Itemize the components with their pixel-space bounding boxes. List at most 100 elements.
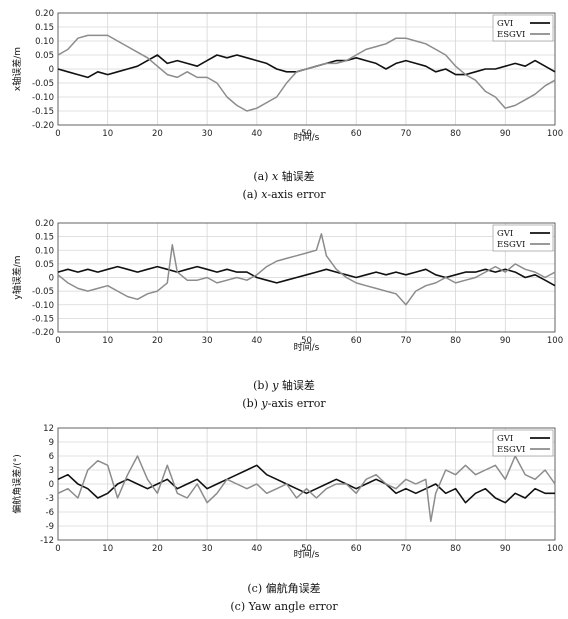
caption-var: y — [261, 397, 268, 410]
x-tick-label: 50 — [301, 336, 312, 346]
series-line-gvi — [57, 464, 555, 504]
x-tick-label: 10 — [102, 544, 113, 554]
y-tick-label: 0 — [49, 65, 54, 75]
y-tick-label: 0.05 — [35, 51, 54, 61]
y-tick-label: 0.20 — [35, 9, 54, 19]
y-tick-label: 6 — [49, 452, 54, 462]
x-tick-label: 90 — [500, 129, 511, 139]
caption-prefix: (b) — [242, 397, 262, 410]
y-tick-label: 0.15 — [35, 23, 54, 33]
y-tick-label: -0.20 — [32, 328, 54, 338]
x-tick-label: 30 — [202, 336, 213, 346]
legend-label: GVI — [497, 19, 513, 29]
y-axis-label: y轴误差/m — [11, 255, 23, 299]
y-tick-label: 12 — [43, 424, 54, 434]
x-tick-label: 0 — [55, 544, 60, 554]
y-tick-label: 0.15 — [35, 233, 54, 243]
y-tick-label: -3 — [46, 494, 54, 504]
caption-prefix: (a) — [253, 170, 272, 183]
x-tick-label: 30 — [202, 129, 213, 139]
y-tick-label: 0.20 — [35, 219, 54, 229]
y-tick-label: 0 — [49, 274, 54, 284]
x-tick-label: 30 — [202, 544, 213, 554]
caption-prefix: (c) — [230, 600, 249, 613]
y-tick-label: -0.15 — [32, 107, 54, 117]
y-tick-label: 3 — [49, 466, 54, 476]
x-tick-label: 50 — [301, 129, 312, 139]
x-tick-label: 60 — [351, 129, 362, 139]
legend-label: ESGVI — [497, 240, 525, 250]
caption-suffix: 偏航角误差 — [265, 582, 321, 595]
y-tick-label: 9 — [49, 438, 54, 448]
caption-suffix: Yaw angle error — [248, 600, 338, 613]
caption-suffix: 轴误差 — [278, 170, 315, 183]
x-axis-label: 时间/s — [294, 548, 320, 560]
x-tick-label: 20 — [152, 336, 163, 346]
x-axis-label: 时间/s — [294, 341, 320, 353]
chart-y-axis-error: 0.200.150.100.050-0.05-0.10-0.15-0.200 10… — [11, 219, 563, 353]
y-tick-label: -0.20 — [32, 121, 54, 131]
x-tick-label: 40 — [251, 544, 262, 554]
caption-en-a: (a) x-axis error — [0, 188, 568, 201]
x-tick-label: 40 — [251, 129, 262, 139]
y-tick-label: -0.10 — [32, 301, 54, 311]
series-line-esgvi — [57, 34, 556, 112]
caption-cn-b: (b) y 轴误差 — [0, 377, 568, 393]
y-tick-label: -0.05 — [32, 79, 54, 89]
x-tick-label: 60 — [351, 336, 362, 346]
y-tick-label: 0.10 — [35, 246, 54, 256]
series-line-esgvi — [57, 455, 556, 523]
x-tick-label: 50 — [301, 544, 312, 554]
legend-box — [492, 14, 554, 42]
x-tick-label: 70 — [400, 129, 411, 139]
caption-var: x — [271, 170, 279, 183]
x-tick-label: 60 — [351, 544, 362, 554]
caption-suffix: -axis error — [267, 188, 326, 201]
x-tick-label: 70 — [400, 544, 411, 554]
x-tick-label: 0 — [55, 336, 60, 346]
y-axis-label: 偏航角误差/(°) — [11, 454, 23, 514]
panel-x-axis-error: 0.20 0.15 0.10 0.05 0 -0.05 -0.10 -0.15 -0.20 0 10… — [0, 0, 568, 205]
legend-label: GVI — [497, 434, 513, 444]
panel-yaw-angle-error: 12 9 6 3 0 -3 -6 -9 -12 0 10 20 30 40 50 60 70 80 90 100 GVI… — [0, 420, 568, 619]
legend-label: ESGVI — [497, 445, 525, 455]
caption-prefix: (a) — [242, 188, 262, 201]
x-tick-label: 10 — [102, 129, 113, 139]
x-tick-label: 80 — [450, 544, 461, 554]
caption-var: y — [272, 379, 279, 392]
y-tick-label: 0.10 — [35, 37, 54, 47]
y-axis-label: x轴误差/m — [11, 47, 23, 91]
y-tick-label: -0.05 — [32, 287, 54, 297]
caption-en-b: (b) y-axis error — [0, 397, 568, 410]
y-tick-label: -9 — [46, 522, 54, 532]
x-tick-label: 100 — [547, 336, 563, 346]
series-line-esgvi — [57, 233, 556, 306]
y-tick-label: -0.10 — [32, 93, 54, 103]
y-tick-label: -0.15 — [32, 314, 54, 324]
caption-cn-a: (a) x 轴误差 — [0, 168, 568, 184]
caption-suffix: 轴误差 — [278, 379, 315, 392]
legend-box — [492, 224, 554, 252]
y-tick-label: 0.05 — [35, 260, 54, 270]
legend-box — [492, 429, 554, 457]
x-tick-label: 90 — [500, 336, 511, 346]
legend-label: GVI — [497, 229, 513, 239]
x-tick-label: 100 — [547, 129, 563, 139]
y-tick-label: 0 — [49, 480, 54, 490]
x-tick-label: 20 — [152, 129, 163, 139]
x-tick-label: 70 — [400, 336, 411, 346]
x-tick-label: 40 — [251, 336, 262, 346]
plot-frame — [57, 222, 556, 333]
series-line-gvi — [57, 265, 556, 287]
x-tick-label: 90 — [500, 544, 511, 554]
x-axis-label: 时间/s — [294, 131, 320, 143]
caption-var: x — [261, 188, 268, 201]
panel-y-axis-error: 0.20 0.15 0.10 0.05 0 -0.05 -0.10 -0.15 -0.20 0 10… — [0, 210, 568, 420]
x-tick-label: 10 — [102, 336, 113, 346]
x-tick-label: 100 — [547, 544, 563, 554]
x-tick-label: 80 — [450, 336, 461, 346]
caption-prefix: (b) — [253, 379, 273, 392]
chart-x-axis-error: 0.200.150.100.050-0.05-0.10-0.15-0.200 10… — [11, 9, 563, 143]
y-tick-label: -12 — [40, 536, 54, 546]
